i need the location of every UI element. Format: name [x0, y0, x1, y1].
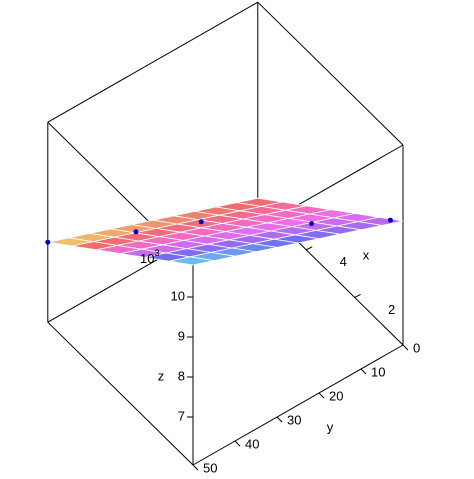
y-tick-label: 10 — [371, 364, 385, 379]
points — [45, 217, 393, 245]
y-tick — [276, 416, 283, 423]
x-tick-label: 2 — [388, 302, 395, 317]
z-multiplier-base: 10 — [140, 251, 154, 266]
x-tick-label: 4 — [340, 254, 347, 269]
data-point — [133, 229, 139, 235]
z-multiplier: 103 — [140, 248, 159, 266]
z-multiplier-exponent: 3 — [154, 248, 159, 258]
y-axis-title: y — [327, 419, 334, 434]
box-edge — [47, 1, 259, 123]
box-edge — [192, 344, 404, 466]
data-point — [45, 239, 51, 245]
y-tick-label: 0 — [413, 340, 420, 355]
y-tick — [360, 368, 367, 375]
axes: 7 8 9 10 0 10 20 30 40 50 2 4 x y z — [158, 246, 420, 475]
y-tick-label: 20 — [329, 388, 343, 403]
z-axis-title: z — [158, 368, 165, 383]
z-tick-label: 10 — [171, 288, 185, 303]
z-tick-label: 9 — [178, 328, 185, 343]
box-edge — [47, 321, 194, 466]
y-tick-label: 30 — [287, 412, 301, 427]
data-point — [198, 219, 204, 225]
data-point — [309, 221, 315, 227]
y-tick-label: 50 — [203, 460, 217, 474]
y-tick — [402, 344, 409, 351]
y-tick — [318, 392, 325, 399]
x-tick — [305, 246, 313, 251]
y-tick-label: 40 — [245, 436, 259, 451]
box-edge — [257, 1, 404, 146]
x-axis-title: x — [363, 247, 370, 262]
z-tick-label: 8 — [178, 368, 185, 383]
y-tick — [192, 464, 199, 471]
data-point — [387, 217, 393, 223]
z-tick-label: 7 — [178, 408, 185, 423]
surface — [47, 197, 404, 266]
x-tick — [354, 293, 361, 298]
y-tick — [234, 440, 241, 447]
